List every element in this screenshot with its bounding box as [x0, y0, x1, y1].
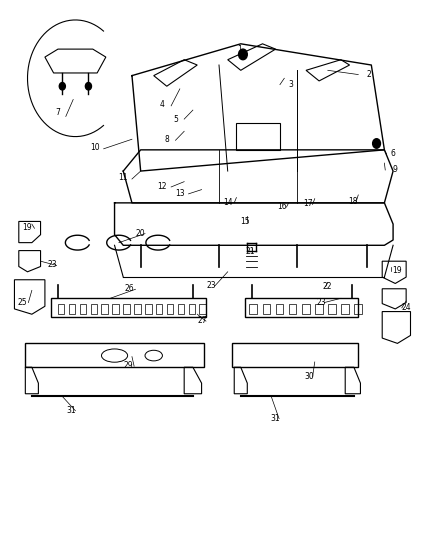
Bar	[102, 304, 108, 314]
Text: 10: 10	[90, 143, 100, 152]
Bar	[250, 304, 257, 314]
Text: 17: 17	[304, 199, 313, 208]
Text: 9: 9	[393, 165, 398, 174]
Text: 7: 7	[56, 108, 60, 117]
Bar	[69, 304, 75, 314]
Text: 30: 30	[305, 372, 314, 381]
Bar	[156, 304, 162, 314]
Bar	[262, 304, 270, 314]
Bar	[328, 304, 336, 314]
Text: 15: 15	[240, 217, 250, 227]
Text: 8: 8	[164, 135, 169, 144]
Bar	[302, 304, 310, 314]
Text: 23: 23	[317, 298, 326, 307]
Text: 19: 19	[23, 223, 32, 232]
Text: 26: 26	[125, 284, 134, 293]
Text: 31: 31	[271, 414, 280, 423]
Text: 20: 20	[136, 229, 145, 238]
Text: 18: 18	[348, 197, 358, 206]
Text: 23: 23	[48, 261, 57, 269]
Bar	[123, 304, 130, 314]
Bar	[289, 304, 297, 314]
Text: 31: 31	[66, 406, 76, 415]
Text: 2: 2	[367, 70, 371, 79]
Bar	[80, 304, 86, 314]
Text: 6: 6	[391, 149, 396, 158]
Text: 25: 25	[18, 298, 27, 307]
Text: 12: 12	[158, 182, 167, 191]
Text: 14: 14	[223, 198, 233, 207]
Circle shape	[239, 49, 247, 60]
Text: 13: 13	[175, 189, 185, 198]
Bar	[199, 304, 206, 314]
Bar	[113, 304, 119, 314]
Text: 3: 3	[288, 80, 293, 89]
Text: 21: 21	[246, 247, 255, 256]
Bar	[276, 304, 283, 314]
Bar	[134, 304, 141, 314]
Text: 19: 19	[392, 266, 402, 274]
Text: 5: 5	[173, 115, 178, 124]
Bar	[145, 304, 152, 314]
Text: 4: 4	[160, 100, 165, 109]
Bar	[354, 304, 362, 314]
Text: 11: 11	[119, 173, 128, 182]
Text: 23: 23	[206, 281, 216, 290]
Circle shape	[373, 139, 381, 148]
Text: 24: 24	[401, 303, 411, 312]
Bar	[167, 304, 173, 314]
Text: 29: 29	[124, 361, 133, 370]
Bar	[58, 304, 64, 314]
Bar	[341, 304, 349, 314]
Bar	[188, 304, 195, 314]
Circle shape	[59, 83, 65, 90]
Bar	[178, 304, 184, 314]
Text: 27: 27	[198, 316, 207, 325]
Text: 16: 16	[277, 202, 287, 211]
Bar	[91, 304, 97, 314]
Bar	[315, 304, 322, 314]
Text: 1: 1	[237, 45, 242, 54]
Circle shape	[85, 83, 92, 90]
Text: 22: 22	[322, 281, 332, 290]
